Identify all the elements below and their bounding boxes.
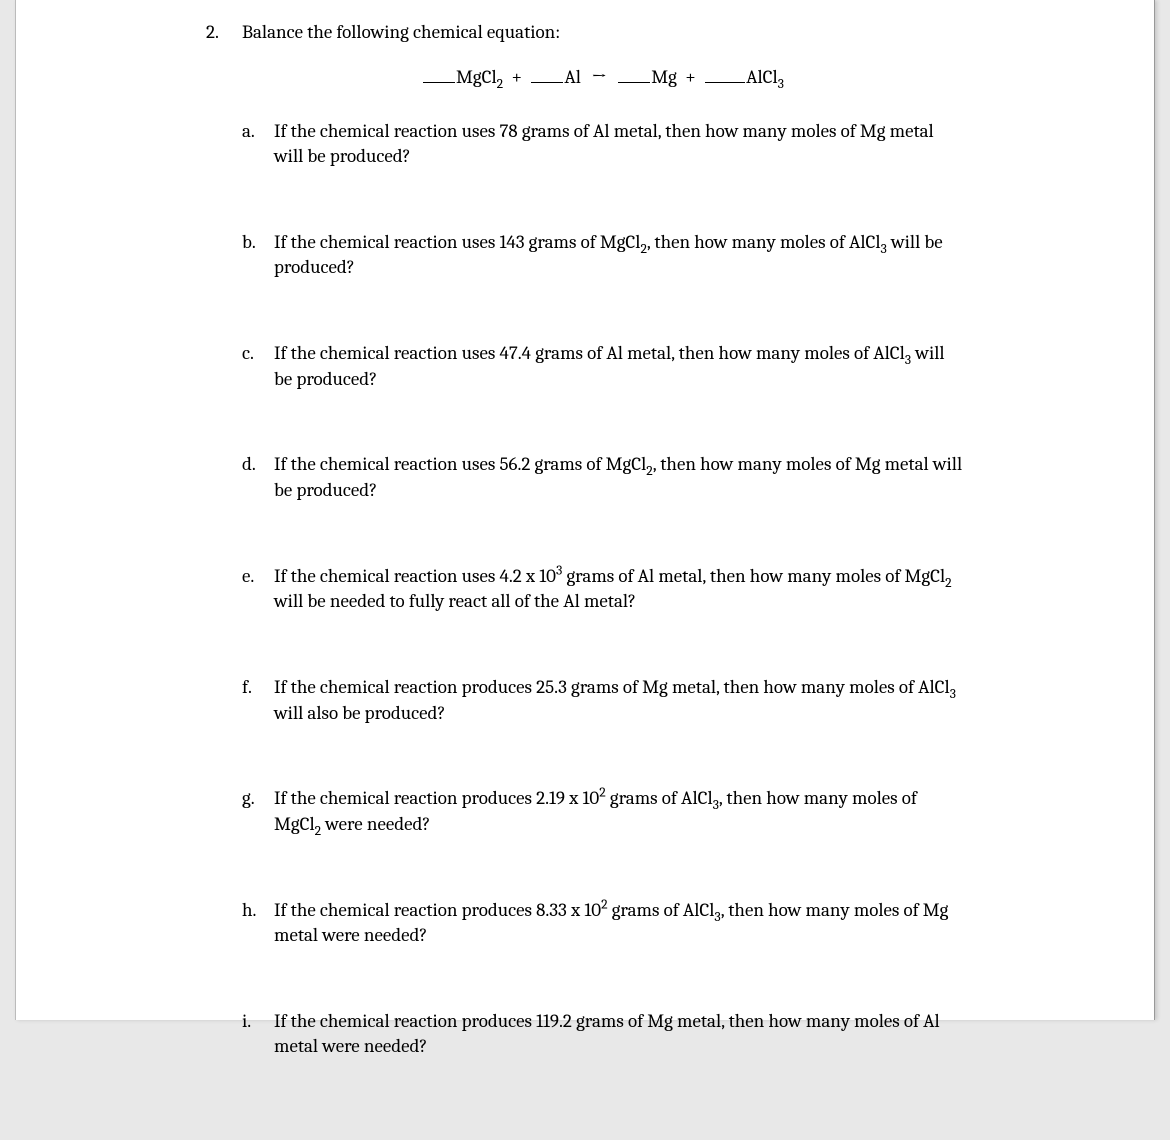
subpart-text: If the chemical reaction uses 47.4 grams…	[274, 341, 964, 392]
subpart-item: e.If the chemical reaction uses 4.2 x 10…	[242, 564, 964, 615]
subpart-letter: c.	[242, 341, 274, 392]
subpart-letter: f.	[242, 675, 274, 726]
question-prompt: Balance the following chemical equation:	[242, 20, 964, 46]
page-content: 2. Balance the following chemical equati…	[16, 0, 1154, 1140]
formula: AlCl3	[746, 66, 784, 88]
subpart-item: a.If the chemical reaction uses 78 grams…	[242, 119, 964, 170]
subpart-letter: d.	[242, 452, 274, 503]
coefficient-blank	[423, 66, 455, 83]
subpart-text: If the chemical reaction produces 119.2 …	[274, 1009, 964, 1060]
subpart-letter: h.	[242, 898, 274, 949]
subpart-text: If the chemical reaction uses 78 grams o…	[274, 119, 964, 170]
subpart-text: If the chemical reaction produces 2.19 x…	[274, 786, 964, 837]
document-page: 2. Balance the following chemical equati…	[15, 0, 1155, 1020]
formula: Mg	[651, 66, 677, 88]
subpart-item: b.If the chemical reaction uses 143 gram…	[242, 230, 964, 281]
subpart-text: If the chemical reaction uses 56.2 grams…	[274, 452, 964, 503]
coefficient-blank	[618, 66, 650, 83]
subpart-item: f.If the chemical reaction produces 25.3…	[242, 675, 964, 726]
subpart-item: c.If the chemical reaction uses 47.4 gra…	[242, 341, 964, 392]
subpart-text: If the chemical reaction produces 8.33 x…	[274, 898, 964, 949]
subpart-item: h.If the chemical reaction produces 8.33…	[242, 898, 964, 949]
formula: Al	[564, 66, 581, 88]
coefficient-blank	[531, 66, 563, 83]
subpart-letter: e.	[242, 564, 274, 615]
subpart-item: i.If the chemical reaction produces 119.…	[242, 1009, 964, 1060]
subpart-letter: b.	[242, 230, 274, 281]
subpart-text: If the chemical reaction uses 4.2 x 103 …	[274, 564, 964, 615]
subpart-text: If the chemical reaction produces 25.3 g…	[274, 675, 964, 726]
coefficient-blank	[705, 66, 745, 83]
reaction-arrow-icon: →	[591, 64, 607, 91]
subpart-text: If the chemical reaction uses 143 grams …	[274, 230, 964, 281]
subpart-list: a.If the chemical reaction uses 78 grams…	[206, 119, 964, 1061]
chemical-equation: MgCl2 + Al → Mg + AlCl3	[206, 64, 964, 91]
subpart-letter: a.	[242, 119, 274, 170]
subpart-letter: i.	[242, 1009, 274, 1060]
subpart-item: g.If the chemical reaction produces 2.19…	[242, 786, 964, 837]
subpart-item: d.If the chemical reaction uses 56.2 gra…	[242, 452, 964, 503]
subpart-letter: g.	[242, 786, 274, 837]
formula: MgCl2	[456, 66, 503, 88]
question-number: 2.	[206, 20, 242, 46]
main-question: 2. Balance the following chemical equati…	[206, 20, 964, 46]
